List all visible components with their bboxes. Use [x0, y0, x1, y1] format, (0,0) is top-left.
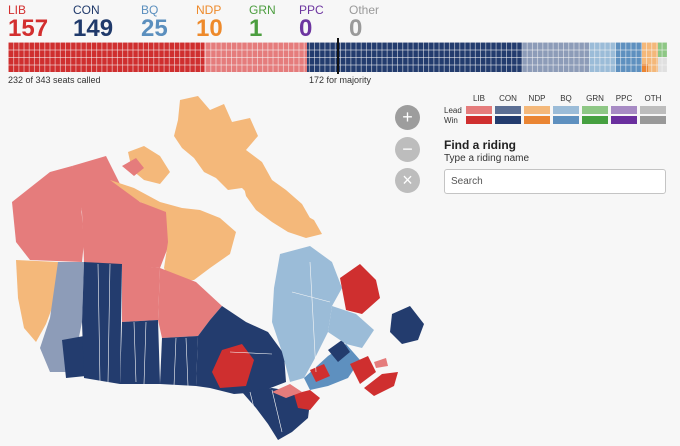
riding-alberta[interactable] — [82, 262, 122, 384]
riding-montreal[interactable] — [310, 364, 330, 382]
legend-header: LIB — [472, 94, 485, 103]
party-seats: 25 — [141, 15, 168, 42]
riding-newfoundland[interactable] — [390, 306, 424, 344]
legend-swatch-grn-lead — [582, 106, 608, 114]
seat-bar-con-lead — [522, 42, 589, 72]
find-riding-title: Find a riding — [444, 138, 516, 152]
legend-swatch-ndp-win — [524, 116, 550, 124]
seat-bar-lib-win — [8, 42, 204, 72]
riding-ontario-north-lib[interactable] — [212, 344, 254, 388]
legend-header: BQ — [560, 94, 572, 103]
legend-row-win: Win — [444, 116, 458, 125]
party-abbr: Other — [349, 3, 380, 17]
riding-labrador[interactable] — [340, 264, 380, 314]
seats-called-label: 232 of 343 seats called — [8, 75, 101, 85]
party-seats: 149 — [73, 15, 114, 42]
legend-header: CON — [499, 94, 517, 103]
riding-saskatchewan-north[interactable] — [122, 264, 160, 322]
legend-swatch-grn-win — [582, 116, 608, 124]
riding-nunavut-west-islands[interactable] — [128, 146, 170, 184]
riding-map[interactable] — [10, 92, 430, 442]
riding-nunavut-islands[interactable] — [174, 96, 310, 226]
legend-swatch-lib-win — [466, 116, 492, 124]
party-total-bq: BQ 25 — [141, 4, 168, 42]
party-total-lib: LIB 157 — [8, 4, 48, 42]
seat-bar-bq-lead — [589, 42, 616, 72]
legend-swatch-con-win — [495, 116, 521, 124]
seat-bar-uncalled — [658, 57, 667, 72]
legend-swatch-oth-lead — [640, 106, 666, 114]
riding-nunavut-small-island[interactable] — [122, 158, 144, 176]
legend-header: NDP — [528, 94, 546, 103]
riding-nunavut-mainland[interactable] — [110, 180, 236, 282]
majority-label: 172 for majority — [309, 75, 372, 85]
riding-pei[interactable] — [374, 358, 388, 368]
riding-new-brunswick[interactable] — [350, 356, 376, 384]
legend-swatch-bq-lead — [553, 106, 579, 114]
seat-bar-bq-win — [616, 42, 642, 72]
reset-view-button[interactable]: × — [395, 168, 420, 193]
riding-quebec-city[interactable] — [328, 340, 350, 362]
legend-swatch-lib-lead — [466, 106, 492, 114]
riding-baffin[interactable] — [240, 170, 322, 238]
party-total-ndp: NDP 10 — [196, 4, 223, 42]
riding-quebec-north[interactable] — [272, 246, 342, 382]
riding-ontario-gta[interactable] — [294, 390, 320, 410]
legend-swatch-oth-win — [640, 116, 666, 124]
zoom-out-button[interactable]: − — [395, 137, 420, 162]
seat-bar-ndp-win — [642, 64, 648, 72]
riding-borders — [97, 261, 331, 433]
riding-saskatchewan-south[interactable] — [120, 320, 160, 384]
legend-swatch-ppc-lead — [611, 106, 637, 114]
seat-bar-lib-lead — [204, 42, 307, 72]
party-total-con: CON 149 — [73, 4, 113, 42]
party-abbr: BQ — [141, 3, 159, 17]
party-total-grn: GRN 1 — [249, 4, 276, 42]
riding-nova-scotia[interactable] — [364, 372, 398, 396]
legend-row-lead: Lead — [444, 106, 462, 115]
legend-header: GRN — [586, 94, 604, 103]
find-riding-subtitle: Type a riding name — [444, 153, 530, 164]
legend-swatch-con-lead — [495, 106, 521, 114]
legend-swatch-ppc-win — [611, 116, 637, 124]
legend-header: PPC — [615, 94, 633, 103]
party-seats: 0 — [349, 15, 363, 42]
party-abbr: LIB — [8, 3, 27, 17]
riding-search-input[interactable] — [444, 169, 666, 194]
legend-swatch-bq-win — [553, 116, 579, 124]
legend-swatch-ndp-lead — [524, 106, 550, 114]
riding-ontario-south[interactable] — [242, 388, 310, 440]
party-abbr: PPC — [299, 3, 324, 17]
legend-header: OTH — [644, 94, 662, 103]
riding-yukon[interactable] — [12, 166, 84, 262]
riding-bc-south[interactable] — [62, 336, 86, 378]
riding-manitoba-south[interactable] — [160, 336, 198, 386]
party-seats: 0 — [299, 15, 313, 42]
riding-manitoba-north[interactable] — [158, 268, 222, 338]
party-abbr: CON — [73, 3, 100, 17]
riding-quebec-east[interactable] — [328, 306, 374, 348]
riding-ontario-east[interactable] — [272, 384, 302, 398]
party-total-other: Other 0 — [349, 4, 379, 42]
party-total-ppc: PPC 0 — [299, 4, 324, 42]
majority-line — [337, 38, 339, 74]
seat-bar-con-win — [307, 42, 522, 72]
party-seats: 1 — [249, 15, 263, 42]
party-seats: 10 — [196, 15, 223, 42]
party-abbr: GRN — [249, 3, 276, 17]
riding-nwt[interactable] — [72, 156, 170, 268]
riding-bc-north[interactable] — [16, 260, 58, 342]
zoom-in-button[interactable]: + — [395, 105, 420, 130]
party-abbr: NDP — [196, 3, 222, 17]
seat-bar-grn-lead — [658, 42, 667, 57]
party-seats: 157 — [8, 15, 49, 42]
